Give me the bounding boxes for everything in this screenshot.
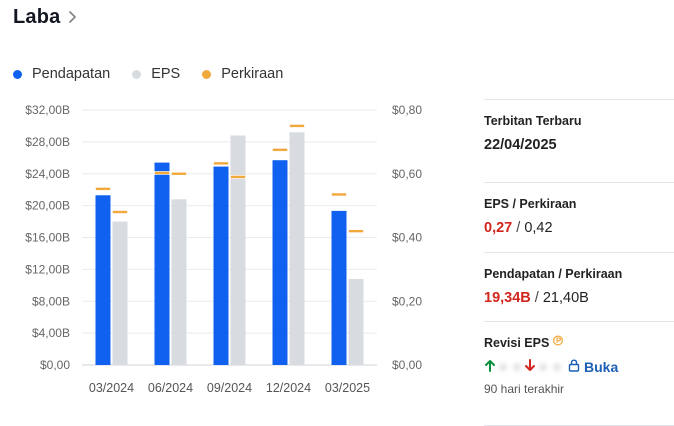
left-axis-tick-label: $20,00B: [25, 199, 70, 213]
revenue-estimate-marker: [154, 171, 170, 175]
legend-dot-revenue: [13, 69, 22, 79]
left-axis-tick-label: $28,00B: [25, 135, 70, 149]
x-axis-tick-label: 03/2025: [325, 381, 370, 395]
eps-block: EPS / Perkiraan 0,27 / 0,42: [484, 182, 674, 252]
revenue-estimate-marker: [213, 161, 229, 166]
eps-separator: /: [516, 220, 521, 236]
x-axis-tick-label: 03/2024: [89, 381, 134, 395]
latest-release-date: 22/04/2025: [484, 137, 557, 153]
chevron-right-icon[interactable]: [68, 10, 77, 29]
legend-label-revenue: Pendapatan: [32, 66, 111, 82]
legend-dot-estimate: [202, 69, 212, 79]
legend-item-estimate[interactable]: Perkiraan: [202, 66, 283, 82]
hidden-value-blur: [513, 363, 521, 371]
unlock-link[interactable]: Buka: [584, 359, 619, 375]
x-axis-tick-label: 06/2024: [148, 381, 193, 395]
x-axis-tick-label: 12/2024: [266, 381, 311, 395]
eps-estimate-value: 0,42: [524, 220, 553, 236]
left-axis-tick-label: $8,00B: [32, 294, 70, 308]
hidden-value-blur: [499, 363, 507, 371]
earnings-header[interactable]: Laba: [13, 6, 77, 29]
legend-label-estimate: Perkiraan: [221, 66, 284, 82]
revenue-values: 19,34B / 21,40B: [484, 290, 674, 306]
revenue-actual-value: 19,34B: [484, 290, 531, 306]
x-axis-tick-label: 09/2024: [207, 381, 252, 395]
right-axis-tick-label: $0,40: [392, 231, 422, 245]
legend-item-revenue[interactable]: Pendapatan: [13, 66, 110, 82]
left-axis-tick-label: $16,00B: [25, 231, 70, 245]
left-axis-tick-label: $12,00B: [25, 262, 70, 276]
right-axis-tick-label: $0,20: [392, 294, 422, 308]
eps-revision-block: Revisi EPS Buka 90 hari terakhir: [484, 321, 674, 426]
arrow-down-icon: [524, 359, 536, 375]
hidden-value-blur: [553, 363, 561, 371]
eps-estimate-marker: [230, 175, 246, 179]
revenue-bar: [272, 160, 288, 365]
eps-revision-label: Revisi EPS: [484, 336, 550, 350]
eps-revision-row: Buka: [484, 359, 674, 375]
earnings-chart: $0,00 $4,00B $8,00B $12,00B $16,00B $20,00B $2…: [25, 103, 422, 395]
hidden-value-blur: [539, 363, 547, 371]
revenue-estimate-label: Pendapatan / Perkiraan: [484, 267, 623, 281]
chart-legend: Pendapatan EPS Perkiraan: [13, 66, 305, 82]
left-axis-tick-label: $24,00B: [25, 167, 70, 181]
revenue-bar: [154, 162, 170, 365]
legend-label-eps: EPS: [151, 66, 181, 82]
arrow-up-icon: [484, 359, 496, 375]
left-axis-tick-label: $0,00: [40, 358, 70, 372]
eps-estimate-marker: [171, 171, 187, 176]
premium-badge-icon: [552, 335, 563, 350]
eps-estimate-marker: [289, 124, 305, 128]
eps-bar: [171, 199, 187, 365]
eps-estimate-marker: [112, 210, 128, 214]
right-axis-tick-label: $0,60: [392, 167, 422, 181]
left-axis-tick-label: $4,00B: [32, 326, 70, 340]
latest-release-block: Terbitan Terbaru 22/04/2025: [484, 99, 674, 182]
eps-estimate-marker: [348, 229, 364, 233]
legend-item-eps[interactable]: EPS: [132, 66, 180, 82]
revenue-estimate-marker: [95, 187, 111, 191]
eps-actual-value: 0,27: [484, 220, 513, 236]
eps-bar: [112, 221, 128, 365]
eps-bar: [230, 135, 246, 365]
revenue-bar: [331, 210, 347, 365]
revenue-separator: /: [534, 290, 539, 306]
eps-revision-label-row: Revisi EPS: [484, 335, 674, 350]
eps-bar: [348, 278, 364, 365]
eps-bar: [289, 132, 305, 365]
revision-period-label: 90 hari terakhir: [484, 382, 565, 396]
revenue-block: Pendapatan / Perkiraan 19,34B / 21,40B: [484, 252, 674, 321]
revenue-bar: [95, 195, 111, 365]
lock-icon[interactable]: [568, 359, 580, 375]
revenue-estimate-marker: [272, 148, 288, 152]
right-axis-tick-label: $0,00: [392, 358, 422, 372]
legend-dot-eps: [132, 69, 142, 79]
revenue-estimate-value: 21,40B: [542, 290, 589, 306]
earnings-summary-panel: Terbitan Terbaru 22/04/2025 EPS / Perkir…: [484, 99, 674, 426]
revenue-estimate-marker: [331, 192, 347, 197]
latest-release-label: Terbitan Terbaru: [484, 114, 582, 128]
revenue-bar: [213, 166, 229, 365]
eps-values: 0,27 / 0,42: [484, 220, 674, 236]
page-title: Laba: [13, 6, 61, 28]
left-axis-tick-label: $32,00B: [25, 103, 70, 117]
eps-estimate-label: EPS / Perkiraan: [484, 197, 577, 211]
right-axis-tick-label: $0,80: [392, 103, 422, 117]
